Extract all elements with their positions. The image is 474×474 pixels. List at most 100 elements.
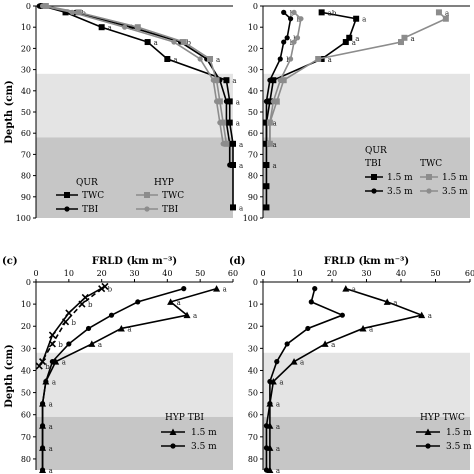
d-series-1-point (274, 359, 280, 365)
a-y-tick-label: 40 (21, 87, 31, 96)
d-depth-band-0 (263, 352, 470, 417)
a-series-0-point (230, 162, 236, 168)
d-depth-band-1 (263, 416, 470, 470)
b-series-3 (267, 9, 304, 147)
c-x-tick-label: 30 (129, 269, 139, 278)
a-series-0-point (230, 204, 236, 211)
d-y-tick-label: 30 (248, 344, 258, 353)
b-series-3-point (298, 16, 304, 22)
c-series-2-data-label: b (45, 363, 50, 371)
d-panel-label: (d) (229, 256, 245, 267)
b-legend-label: 1.5 m (442, 173, 468, 183)
a-series-3-point (39, 3, 46, 9)
a-series-0-data-label: a (236, 120, 240, 128)
b-series-0-data-label: a (328, 56, 332, 64)
a-y-tick-label: 100 (16, 214, 31, 223)
b-series-0-data-label: a (272, 162, 276, 170)
b-series-0-data-label: a (352, 39, 356, 47)
d-series-1-point (339, 312, 345, 318)
c-series-1-point (43, 378, 49, 385)
c-y-tick-label: 60 (21, 411, 31, 420)
c-y-tick-label: 40 (21, 366, 31, 375)
b-legend-title-0: QUR (365, 146, 387, 156)
d-series-0-data-label: a (276, 423, 280, 431)
a-y-tick-label: 80 (21, 172, 31, 181)
b-y-tick-label: 60 (248, 129, 258, 138)
c-series-0-data-label: a (49, 401, 53, 409)
d-series-0-point (290, 358, 298, 365)
d-legend-label: 1.5 m (446, 428, 472, 438)
a-series-0-point (226, 98, 233, 105)
d-x-tick-label: 50 (430, 269, 440, 278)
b-series-2-point (280, 77, 287, 84)
d-series-1-point (263, 423, 270, 429)
c-y-tick-label: 70 (21, 433, 31, 442)
a-series-0-point (226, 119, 233, 126)
d-series-0-data-label: a (276, 401, 280, 409)
a-series-0-data-label: a (239, 162, 243, 170)
b-series-3-point (270, 98, 276, 104)
c-series-1-point (39, 423, 46, 429)
b-series-1-point (284, 35, 290, 41)
c-series-3-point (48, 331, 56, 339)
a-y-tick-label: 90 (21, 193, 31, 202)
b-legend-marker (371, 188, 377, 194)
c-series-1-point (39, 467, 46, 473)
b-series-3-point (291, 9, 297, 15)
c-x-tick-label: 0 (33, 269, 38, 278)
d-series-0-data-label: a (352, 286, 356, 294)
a-series-2-point (216, 98, 223, 105)
b-series-0-line (265, 11, 358, 208)
d-y-tick-label: 20 (248, 322, 258, 331)
a-series-0-point (144, 39, 151, 46)
d-series-0-point (383, 298, 391, 305)
a-depth-band-1 (36, 137, 233, 218)
c-series-1 (39, 286, 187, 473)
d-series-1-point (267, 378, 273, 385)
b-series-2-point (442, 15, 449, 22)
d-series-0-data-label: a (276, 445, 280, 453)
b-series-2-point (435, 9, 442, 16)
c-series-3 (39, 282, 109, 366)
d-series-1-point (305, 325, 311, 332)
a-legend-title-0: QUR (76, 178, 98, 188)
d-x-tick-label: 30 (361, 269, 371, 278)
d-y-tick-label: 40 (248, 366, 258, 375)
a-series-3-point (197, 56, 203, 62)
d-legend-label: 3.5 m (446, 442, 472, 452)
b-series-0-point (353, 15, 360, 22)
b-series-0-point (270, 77, 277, 84)
c-panel-label: (c) (2, 256, 18, 267)
c-series-1-point (85, 325, 92, 332)
b-series-3-point (288, 56, 294, 62)
a-legend-label: TWC (82, 191, 104, 201)
c-x-tick-label: 50 (195, 269, 205, 278)
a-series-3-point (217, 120, 223, 126)
c-series-1-point (39, 445, 46, 451)
a-series-3-point (69, 9, 75, 15)
a-series-1-point (223, 98, 230, 104)
b-series-1-point (267, 77, 273, 83)
b-series-1-point (277, 56, 283, 62)
c-legend-label: 1.5 m (191, 428, 217, 438)
a-series-0-point (164, 56, 171, 62)
b-y-tick-label: 10 (248, 23, 258, 32)
a-series-3-point (213, 98, 220, 104)
b-series-0-point (266, 98, 273, 105)
a-series-2-point (75, 9, 82, 16)
b-series-0-point (263, 162, 270, 168)
a-series-3-point (122, 24, 128, 30)
b-series-3-point (267, 120, 273, 126)
a-series-0-data-label: a (236, 98, 240, 106)
c-series-1-point (39, 401, 46, 407)
c-series-0-point (117, 324, 125, 332)
c-depth-band-0 (36, 352, 233, 417)
b-series-1-point (263, 98, 270, 104)
a-series-0-data-label: a (173, 56, 177, 64)
b-series-2-data-label: a (410, 35, 414, 43)
b-legend-label: 3.5 m (387, 187, 413, 197)
b-series-0-data-label: a (272, 120, 276, 128)
a-legend-marker (64, 192, 70, 198)
b-y-tick-label: 0 (253, 2, 258, 11)
c-y-tick-label: 80 (21, 455, 31, 464)
